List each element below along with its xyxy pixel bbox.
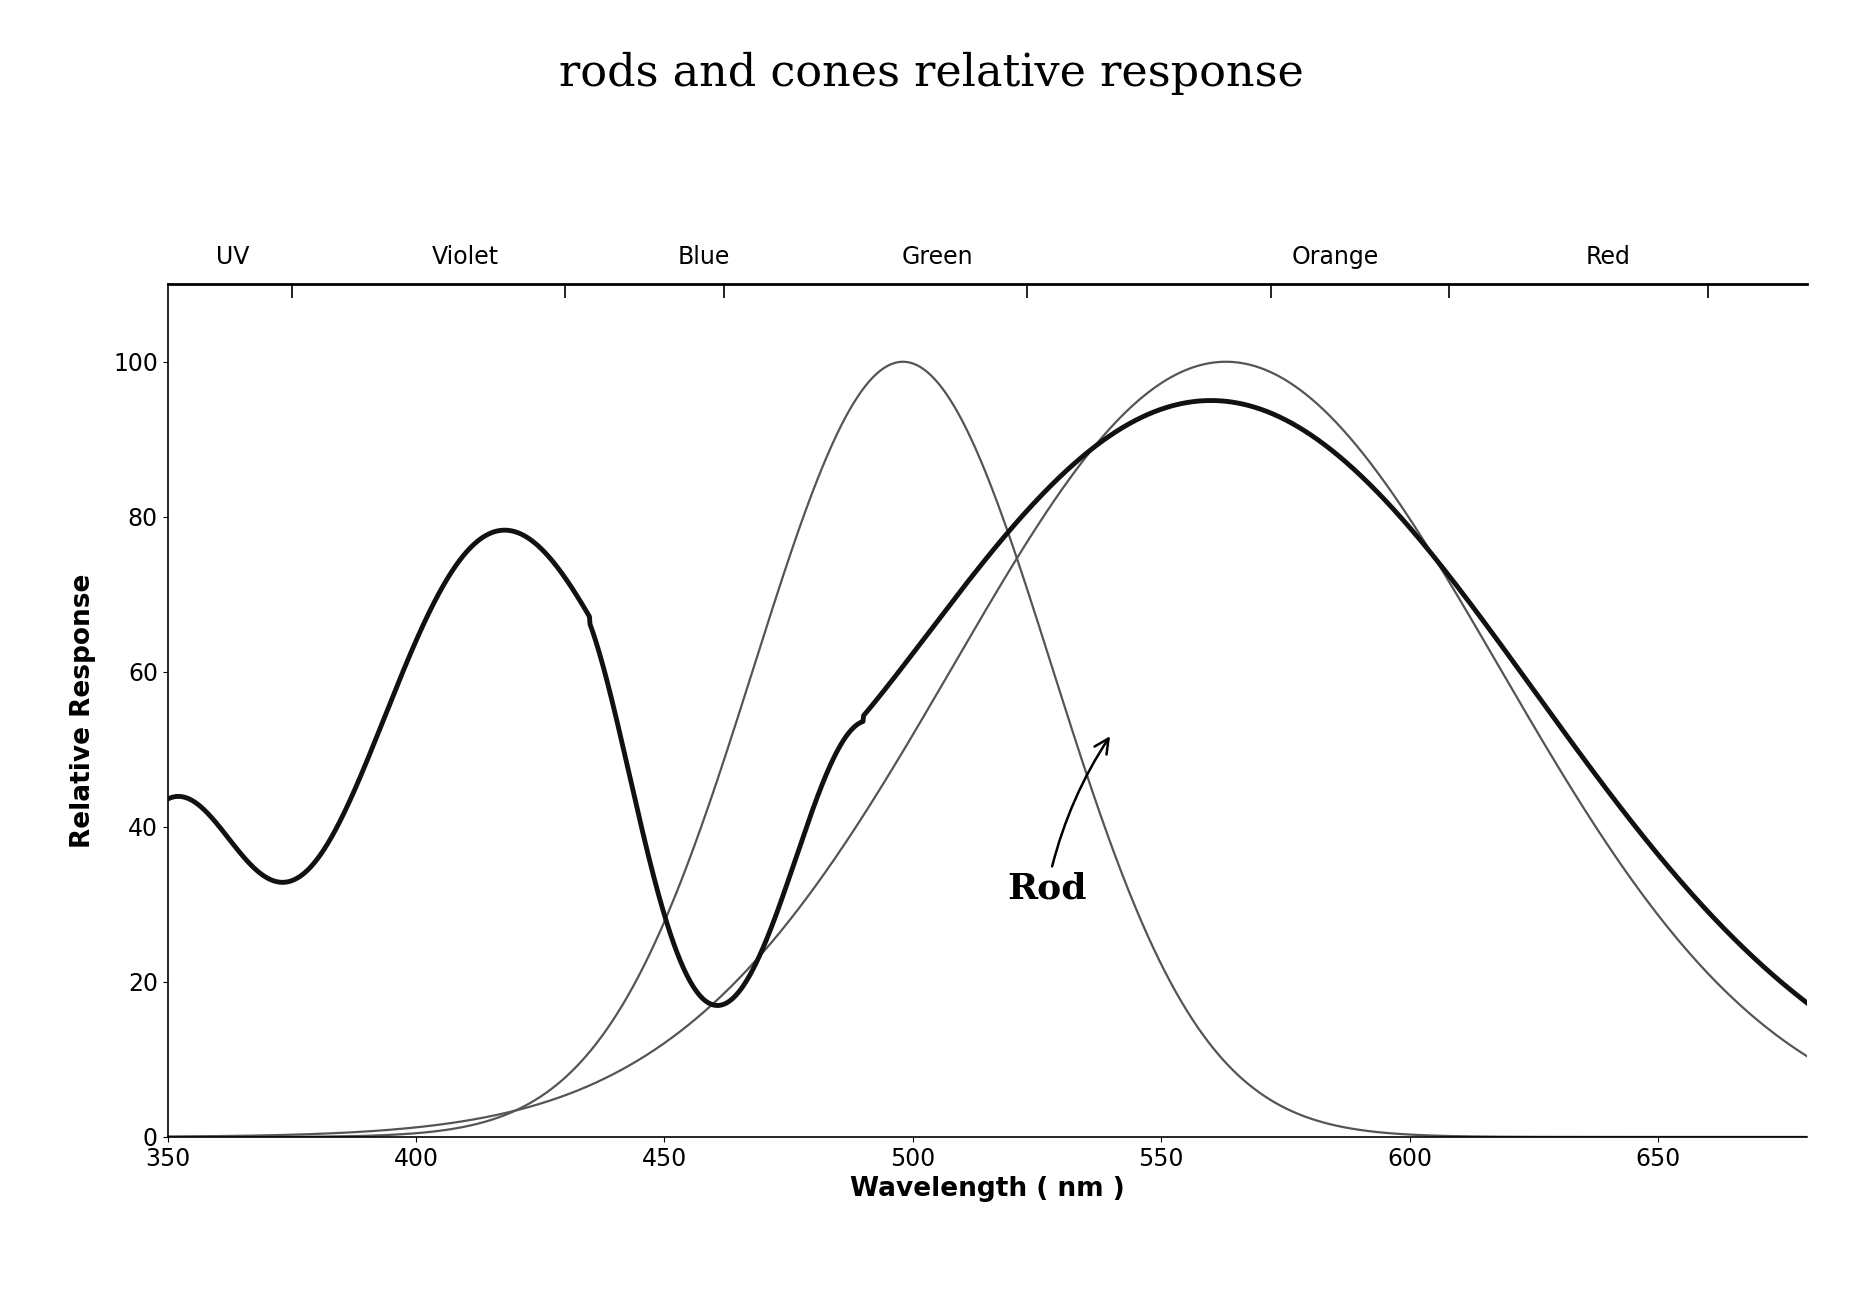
Text: Red: Red bbox=[1585, 245, 1630, 269]
Text: Green: Green bbox=[902, 245, 974, 269]
Text: rods and cones relative response: rods and cones relative response bbox=[559, 52, 1304, 94]
Text: Blue: Blue bbox=[678, 245, 730, 269]
X-axis label: Wavelength ( nm ): Wavelength ( nm ) bbox=[850, 1176, 1125, 1203]
Text: UV: UV bbox=[216, 245, 250, 269]
Y-axis label: Relative Response: Relative Response bbox=[71, 574, 97, 848]
Text: Rod: Rod bbox=[1008, 739, 1108, 906]
Text: Violet: Violet bbox=[432, 245, 499, 269]
Text: Orange: Orange bbox=[1291, 245, 1379, 269]
